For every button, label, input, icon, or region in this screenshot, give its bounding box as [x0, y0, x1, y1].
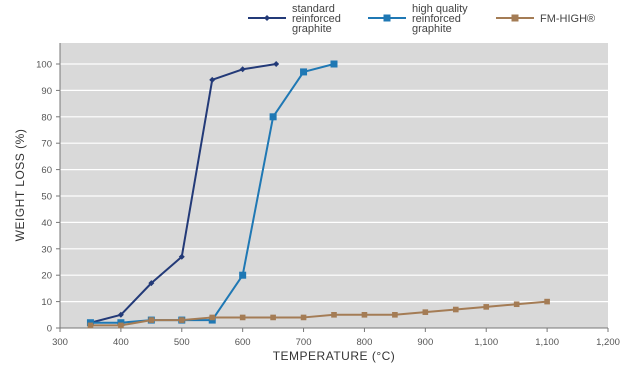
- data-point-diamond: [273, 61, 280, 67]
- data-point-diamond: [209, 76, 216, 83]
- y-tick-label: 90: [41, 86, 52, 97]
- data-point-diamond: [148, 280, 155, 287]
- x-tick-label: 400: [113, 337, 129, 348]
- y-tick-label: 70: [41, 139, 52, 150]
- y-tick-label: 80: [41, 112, 52, 123]
- data-point-square: [483, 304, 490, 310]
- data-point-square: [87, 322, 94, 329]
- legend-item-2: high quality reinforced graphite: [368, 3, 468, 35]
- y-tick-label: 50: [41, 192, 52, 203]
- grid-lines: [60, 63, 608, 303]
- data-point-diamond: [178, 253, 185, 260]
- data-point-square: [544, 298, 550, 305]
- data-point-square: [452, 306, 459, 313]
- legend-label: high quality reinforced graphite: [412, 3, 468, 35]
- series-lines: [86, 60, 550, 329]
- legend-label: standard reinforced graphite: [292, 3, 341, 35]
- data-point-square: [300, 314, 307, 321]
- x-tick-label: 1,100: [535, 337, 559, 348]
- y-tick-label: 60: [41, 165, 52, 176]
- data-point-square: [209, 314, 216, 321]
- x-axis-title: TEMPERATURE (°C): [273, 349, 396, 363]
- data-point-square: [239, 314, 246, 321]
- y-tick-label: 100: [36, 60, 52, 71]
- data-point-square: [300, 68, 308, 76]
- data-point-square: [361, 312, 368, 318]
- legend-label: FM-HIGH®: [540, 13, 595, 25]
- data-point-square: [331, 312, 337, 318]
- y-tick-label: 30: [41, 244, 52, 255]
- x-tick-label: 1,200: [596, 337, 620, 348]
- plot-area: [60, 43, 608, 328]
- x-tick-label: 700: [296, 337, 312, 348]
- legend-item-1: standard reinforced graphite: [248, 3, 341, 35]
- x-tick-label: 500: [174, 337, 190, 348]
- y-axis-title: WEIGHT LOSS (%): [13, 129, 27, 242]
- x-tick-label: 300: [52, 337, 68, 348]
- data-point-square: [422, 309, 429, 315]
- data-point-square: [383, 14, 391, 22]
- data-point-square: [148, 317, 155, 323]
- y-tick-label: 20: [41, 271, 52, 282]
- data-point-diamond: [264, 15, 270, 21]
- data-point-square: [239, 271, 247, 279]
- legend-item-3: FM-HIGH®: [496, 13, 595, 25]
- series-3: [87, 298, 550, 329]
- data-point-diamond: [239, 66, 246, 73]
- data-point-square: [118, 322, 124, 329]
- data-point-square: [513, 301, 520, 308]
- x-tick-label: 600: [235, 337, 251, 348]
- x-tick-label: 900: [417, 337, 433, 348]
- x-tick-label: 800: [357, 337, 373, 348]
- y-tick-label: 10: [41, 297, 52, 308]
- series-line: [90, 300, 548, 327]
- data-point-diamond: [117, 311, 124, 318]
- y-tick-label: 0: [47, 324, 52, 335]
- data-point-square: [269, 113, 277, 121]
- data-point-square: [330, 60, 338, 68]
- x-tick-label: 1,100: [474, 337, 498, 348]
- data-point-square: [392, 312, 398, 318]
- y-tick-label: 40: [41, 218, 52, 229]
- legend: standard reinforced graphite high quality re…: [248, 3, 595, 35]
- data-point-square: [178, 317, 185, 323]
- data-point-square: [511, 14, 519, 22]
- axes: 0 10 20 30 40 50 60 70 80 90 100 300 400 500 600 700 800…: [36, 43, 620, 348]
- data-point-square: [270, 314, 276, 321]
